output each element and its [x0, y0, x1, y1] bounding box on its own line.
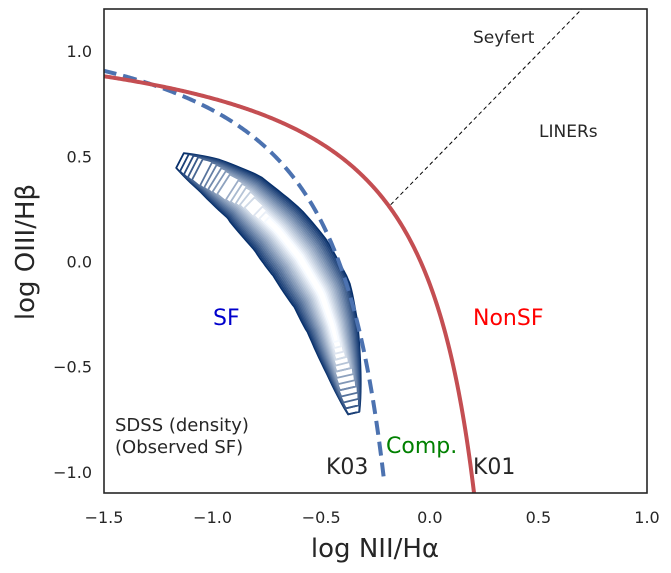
density-label-line1: SDSS (density) [115, 415, 249, 436]
density-contour [187, 156, 360, 410]
y-tick-label: 0.5 [67, 147, 92, 166]
y-axis-label: log OIII/Hβ [11, 184, 41, 320]
density-contour [263, 216, 340, 343]
x-tick-label: 0.0 [417, 508, 442, 527]
y-tick-label: −1.0 [53, 463, 92, 482]
density-contour [258, 210, 343, 349]
y-tick-label: −0.5 [53, 358, 92, 377]
x-axis-ticks: −1.5 −1.0 −0.5 0.0 0.5 1.0 [85, 508, 660, 527]
k03-line [104, 68, 387, 482]
comp-label: Comp. [386, 434, 457, 459]
k03-label: K03 [326, 455, 368, 480]
density-contour [179, 153, 361, 416]
liners-label: LINERs [539, 122, 598, 142]
density-contour [225, 179, 353, 373]
seyfert-label: Seyfert [473, 28, 535, 48]
x-tick-label: 1.0 [634, 508, 659, 527]
plot-frame [103, 8, 648, 494]
k01-label: K01 [473, 455, 515, 480]
density-contour [207, 167, 357, 392]
density-contour [243, 196, 347, 361]
y-axis-ticks: −1.0 −0.5 0.0 0.5 1.0 [53, 42, 92, 482]
x-tick-label: 0.5 [526, 508, 551, 527]
density-contour [191, 158, 360, 404]
seyfert-liner-line [390, 9, 583, 206]
density-contour [253, 205, 345, 355]
x-axis-label: log NII/Hα [311, 534, 439, 564]
demarcation-lines [104, 9, 583, 493]
sf-label: SF [213, 306, 240, 331]
density-contours [175, 152, 362, 416]
x-tick-label: −1.0 [193, 508, 232, 527]
k01-line [104, 74, 477, 493]
nonsf-label: NonSF [473, 306, 543, 331]
x-tick-label: −0.5 [302, 508, 341, 527]
x-tick-label: −1.5 [85, 508, 124, 527]
density-contour [199, 161, 359, 398]
y-tick-label: 1.0 [67, 42, 92, 61]
density-contour [234, 186, 350, 367]
density-contour [216, 173, 355, 379]
y-tick-label: 0.0 [67, 253, 92, 272]
density-contour [229, 182, 352, 373]
density-label-line2: (Observed SF) [115, 437, 243, 458]
density-contour [211, 170, 356, 385]
density-contour [238, 190, 348, 361]
